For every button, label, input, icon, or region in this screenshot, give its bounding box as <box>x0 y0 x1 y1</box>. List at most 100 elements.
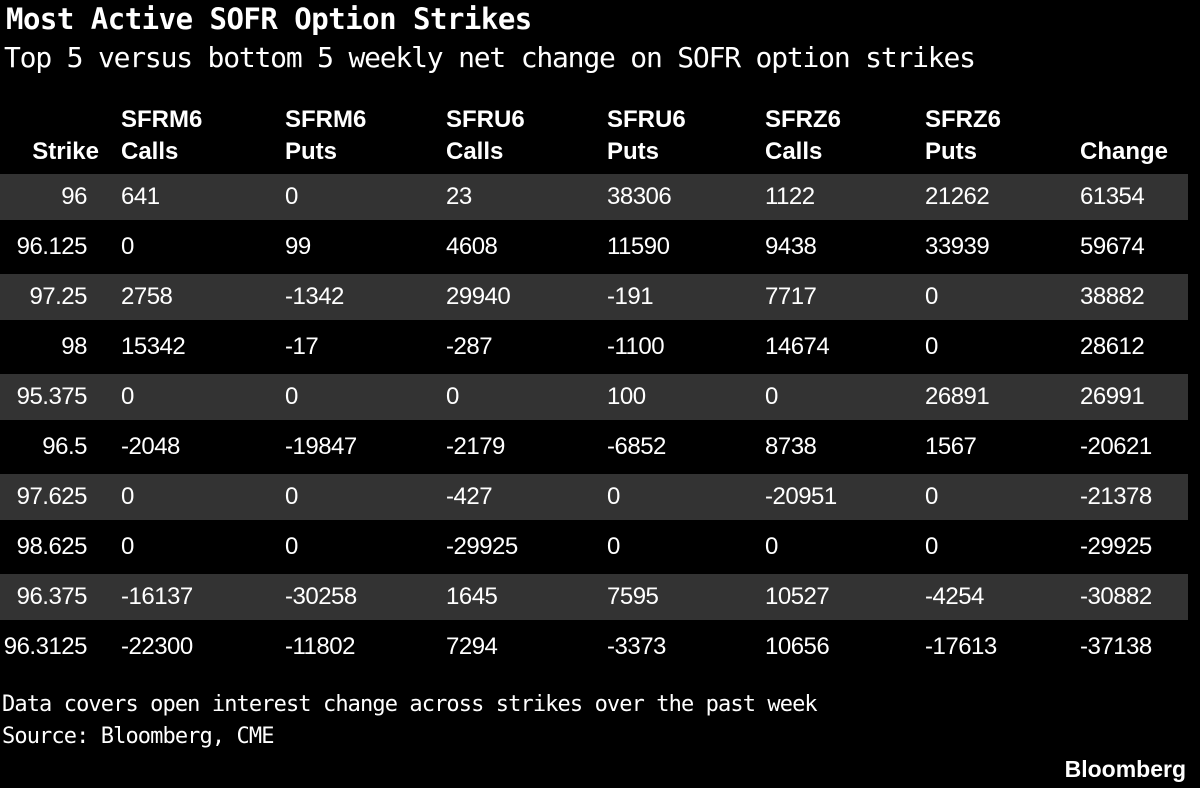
table-cell-sfrm6-calls: 0 <box>121 483 134 510</box>
table-cell-sfrz6-puts: 33939 <box>925 233 990 260</box>
table-cell-sfru6-puts: -191 <box>607 283 654 310</box>
table-cell-sfru6-calls: 7294 <box>446 633 498 660</box>
table-cell-sfrm6-calls: -22300 <box>121 633 193 660</box>
table-cell-sfrm6-puts: -30258 <box>285 583 357 610</box>
table-cell-sfrm6-puts: -17 <box>285 333 319 360</box>
table-cell-sfru6-calls: 23 <box>446 183 472 210</box>
table-cell-sfru6-puts: 7595 <box>607 583 659 610</box>
table-cell-sfru6-puts: 0 <box>607 533 620 560</box>
table-row: 95.375 0 0 0 100 0 26891 26991 <box>0 374 1188 420</box>
column-header-line2: Calls <box>121 138 179 165</box>
table-cell-change: 61354 <box>1080 183 1145 210</box>
table-cell-sfru6-calls: 1645 <box>446 583 498 610</box>
table-cell-sfrz6-calls: 10656 <box>765 633 830 660</box>
table-cell-sfrm6-calls: 15342 <box>121 333 186 360</box>
table-row: 96.375 -16137 -30258 1645 7595 10527 -4254 -308… <box>0 574 1188 620</box>
column-header-line2: Calls <box>765 138 823 165</box>
table-cell-sfru6-calls: 0 <box>446 383 459 410</box>
table-row: 97.25 2758 -1342 29940 -191 7717 0 38882 <box>0 274 1188 320</box>
table-cell-sfru6-puts: 100 <box>607 383 646 410</box>
column-header-line2: Puts <box>925 138 978 165</box>
table-cell-sfrm6-puts: 0 <box>285 383 298 410</box>
column-header-line2: Puts <box>285 138 338 165</box>
table-row: 96.5 -2048 -19847 -2179 -6852 8738 1567 -20621 <box>0 424 1188 470</box>
table-cell-sfrz6-puts: -4254 <box>925 583 984 610</box>
table-cell-sfrm6-puts: -19847 <box>285 433 357 460</box>
table-cell-sfru6-puts: -6852 <box>607 433 666 460</box>
column-header-strike: Strike <box>32 104 99 168</box>
table-cell-sfru6-calls: -29925 <box>446 533 518 560</box>
table-cell-change: 38882 <box>1080 283 1145 310</box>
table-cell-strike: 96.125 <box>16 233 88 260</box>
bloomberg-logo: Bloomberg <box>1064 756 1186 782</box>
table-cell-sfru6-calls: -287 <box>446 333 493 360</box>
column-header-line1 <box>32 104 99 136</box>
table-cell-sfrm6-puts: 0 <box>285 183 298 210</box>
table-cell-sfrz6-puts: 0 <box>925 333 938 360</box>
table-cell-strike: 96.3125 <box>3 633 88 660</box>
table-cell-sfrz6-calls: -20951 <box>765 483 837 510</box>
table-cell-sfrz6-calls: 0 <box>765 383 778 410</box>
column-header-change: Change <box>1080 104 1168 168</box>
table-cell-sfrz6-calls: 14674 <box>765 333 830 360</box>
footnote-coverage: Data covers open interest change across … <box>2 692 818 717</box>
column-header-line1: SFRZ6 <box>765 106 842 133</box>
column-header-line1: SFRZ6 <box>925 106 1002 133</box>
column-header-line2: Change <box>1080 138 1169 165</box>
table-cell-sfru6-puts: -1100 <box>607 333 665 360</box>
table-cell-sfrm6-puts: 0 <box>285 483 298 510</box>
table-header: Strike SFRM6 Calls SFRM6 Puts SFRU6 Calls SFRU6… <box>0 104 1200 172</box>
table-cell-change: -29925 <box>1080 533 1152 560</box>
table-row: 96 641 0 23 38306 1122 21262 61354 <box>0 174 1188 220</box>
table-cell-strike: 96.5 <box>42 433 87 460</box>
table-cell-strike: 98.625 <box>16 533 88 560</box>
table-row: 98 15342 -17 -287 -1100 14674 0 28612 <box>0 324 1188 370</box>
table-cell-sfru6-calls: 29940 <box>446 283 511 310</box>
table-cell-strike: 98 <box>61 333 87 360</box>
table-cell-strike: 97.625 <box>16 483 88 510</box>
table-cell-sfrm6-calls: 641 <box>121 183 160 210</box>
column-header-line2: Calls <box>446 138 504 165</box>
table-cell-sfrz6-puts: 1567 <box>925 433 977 460</box>
table-cell-sfrz6-puts: 26891 <box>925 383 990 410</box>
table-cell-sfrz6-calls: 9438 <box>765 233 817 260</box>
column-header-line1 <box>1080 104 1168 136</box>
table-cell-change: -30882 <box>1080 583 1152 610</box>
column-header-line1: SFRM6 <box>121 106 203 133</box>
column-header-line2: Strike <box>32 138 99 165</box>
table-cell-sfrz6-calls: 7717 <box>765 283 817 310</box>
column-header-sfrz6-puts: SFRZ6 Puts <box>925 104 1001 168</box>
table-cell-change: -20621 <box>1080 433 1152 460</box>
footnote-source: Source: Bloomberg, CME <box>2 724 274 749</box>
table-cell-sfrm6-calls: 0 <box>121 383 134 410</box>
column-header-line1: SFRU6 <box>446 106 525 133</box>
table-row: 97.625 0 0 -427 0 -20951 0 -21378 <box>0 474 1188 520</box>
table-cell-sfrz6-calls: 1122 <box>765 183 815 210</box>
table-cell-sfrz6-puts: 0 <box>925 483 938 510</box>
table-cell-sfru6-calls: 4608 <box>446 233 498 260</box>
table-cell-sfrz6-puts: 21262 <box>925 183 990 210</box>
table-cell-sfrz6-calls: 10527 <box>765 583 830 610</box>
column-header-sfrm6-calls: SFRM6 Calls <box>121 104 202 168</box>
table-cell-sfru6-puts: 11590 <box>607 233 670 260</box>
table-cell-change: 26991 <box>1080 383 1145 410</box>
table-cell-sfrm6-puts: 0 <box>285 533 298 560</box>
table-cell-sfrm6-calls: -16137 <box>121 583 193 610</box>
column-header-line1: SFRU6 <box>607 106 686 133</box>
table-cell-sfru6-calls: -427 <box>446 483 493 510</box>
table-cell-sfrm6-calls: -2048 <box>121 433 180 460</box>
table-cell-sfrz6-puts: 0 <box>925 533 938 560</box>
table-cell-change: -21378 <box>1080 483 1152 510</box>
table-cell-sfru6-puts: 38306 <box>607 183 672 210</box>
table-row: 96.125 0 99 4608 11590 9438 33939 59674 <box>0 224 1188 270</box>
column-header-sfru6-puts: SFRU6 Puts <box>607 104 686 168</box>
chart-subtitle: Top 5 versus bottom 5 weekly net change … <box>4 41 976 74</box>
table-cell-sfrm6-calls: 2758 <box>121 283 173 310</box>
table-cell-sfrz6-calls: 8738 <box>765 433 817 460</box>
table-cell-strike: 96.375 <box>16 583 88 610</box>
table-cell-change: 28612 <box>1080 333 1145 360</box>
column-header-sfrm6-puts: SFRM6 Puts <box>285 104 366 168</box>
chart-title: Most Active SOFR Option Strikes <box>6 2 532 36</box>
table-cell-sfrz6-calls: 0 <box>765 533 778 560</box>
table-cell-sfrm6-puts: -1342 <box>285 283 344 310</box>
